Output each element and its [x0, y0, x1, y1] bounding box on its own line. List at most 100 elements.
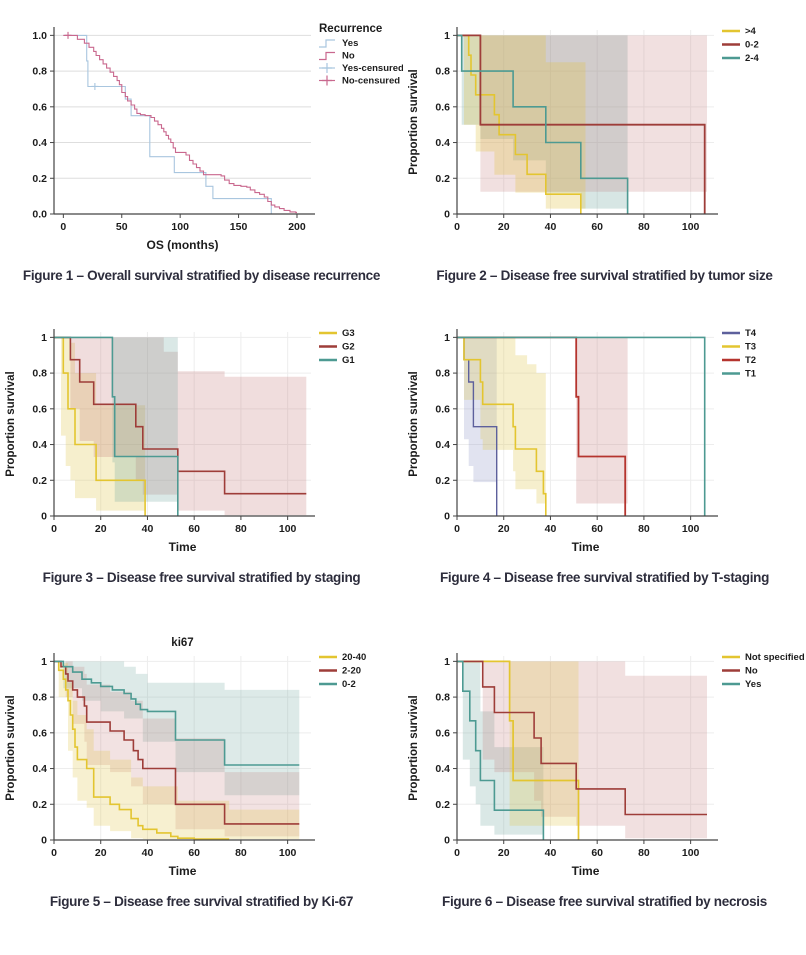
svg-text:100: 100: [279, 523, 297, 535]
legend-item: Yes: [319, 38, 358, 49]
svg-text:60: 60: [591, 847, 603, 859]
svg-text:1: 1: [41, 332, 47, 344]
svg-text:Recurrence: Recurrence: [319, 23, 382, 35]
svg-text:20: 20: [498, 221, 510, 233]
svg-text:50: 50: [116, 221, 128, 233]
km-curve-not-specified: [457, 660, 580, 840]
svg-text:1: 1: [444, 332, 450, 344]
svg-text:Time: Time: [169, 540, 197, 554]
km-curve-20-40: [54, 660, 230, 840]
legend-item: G1: [319, 355, 355, 366]
gridlines: [457, 656, 714, 841]
legend-item: T3: [722, 342, 756, 353]
svg-text:0: 0: [454, 847, 460, 859]
svg-text:0.2: 0.2: [32, 173, 47, 185]
legend-item: 0-2: [722, 40, 759, 51]
svg-text:Not specified: Not specified: [745, 652, 805, 663]
svg-text:0: 0: [454, 523, 460, 535]
x-axis-label: Time: [169, 864, 197, 878]
km-curve--4: [457, 34, 582, 214]
svg-text:40: 40: [142, 847, 154, 859]
figure-1: 0 50 100 150 200 0.0 0.2 0.4 0.6 0.8 1.0 OS (months…: [0, 0, 403, 302]
legend-item: Yes-censured: [319, 63, 403, 74]
svg-text:ki67: ki67: [171, 637, 193, 649]
svg-text:1.0: 1.0: [32, 30, 47, 42]
svg-text:Time: Time: [572, 864, 600, 878]
svg-text:200: 200: [288, 221, 306, 233]
km-curve-no: [63, 34, 297, 214]
svg-text:T3: T3: [745, 342, 756, 353]
svg-text:20: 20: [95, 847, 107, 859]
svg-text:0.6: 0.6: [32, 727, 47, 739]
censor-mark: [64, 31, 72, 39]
figure-3: 0 20 40 60 80 100 0 0.2 0.4 0.6 0.8 1 Time Proportion…: [0, 302, 403, 626]
svg-text:0: 0: [444, 835, 450, 847]
km-curve-yes: [63, 34, 272, 214]
svg-text:0.8: 0.8: [435, 66, 450, 78]
plot-area: 0 20 40 60 80 100 0 0.2 0.4 0.6 0.8 1 Proportion sur…: [408, 26, 759, 233]
svg-text:0: 0: [51, 523, 57, 535]
svg-text:0.6: 0.6: [435, 101, 450, 113]
svg-text:T4: T4: [745, 328, 757, 339]
svg-text:Proportion survival: Proportion survival: [408, 69, 420, 174]
svg-text:0: 0: [444, 209, 450, 221]
svg-text:T1: T1: [745, 369, 757, 380]
legend-item: No: [319, 51, 355, 62]
axes: 0 50 100 150 200 0.0 0.2 0.4 0.6 0.8 1.0: [32, 27, 315, 233]
svg-text:80: 80: [638, 523, 650, 535]
svg-text:G1: G1: [342, 355, 355, 366]
figure-5: 0 20 40 60 80 100 0 0.2 0.4 0.6 0.8 1 Time Proportion…: [0, 626, 403, 955]
figure-1-caption: Figure 1 – Overall survival stratified b…: [22, 268, 381, 283]
svg-text:0: 0: [41, 511, 47, 523]
plot-area: 0 50 100 150 200 0.0 0.2 0.4 0.6 0.8 1.0 OS (months…: [32, 23, 403, 252]
svg-text:20: 20: [498, 847, 510, 859]
x-axis-label: OS (months): [147, 238, 219, 252]
svg-text:Time: Time: [572, 540, 600, 554]
plot-area: 0 20 40 60 80 100 0 0.2 0.4 0.6 0.8 1 Time Proportion…: [5, 328, 355, 554]
svg-text:150: 150: [230, 221, 248, 233]
svg-text:0.4: 0.4: [435, 763, 450, 775]
km-chart-necrosis: 0 20 40 60 80 100 0 0.2 0.4 0.6 0.8 1 Time Proportion…: [408, 652, 805, 878]
svg-text:0-2: 0-2: [745, 40, 759, 51]
svg-text:2-20: 2-20: [342, 666, 361, 677]
svg-text:100: 100: [682, 523, 700, 535]
svg-text:0.6: 0.6: [435, 403, 450, 415]
legend: G3 G2 G1: [319, 328, 355, 366]
censor-mark: [91, 82, 99, 90]
svg-text:0.4: 0.4: [435, 439, 450, 451]
plot-area: 0 20 40 60 80 100 0 0.2 0.4 0.6 0.8 1 Time Proportion…: [5, 637, 366, 878]
figure-2-caption: Figure 2 – Disease free survival stratif…: [436, 268, 773, 283]
legend: >4 0-2 2-4: [722, 26, 759, 64]
svg-text:0.4: 0.4: [32, 439, 47, 451]
svg-text:80: 80: [235, 847, 247, 859]
km-curve-yes: [457, 660, 545, 840]
legend-item: G3: [319, 328, 355, 339]
figure-4-caption: Figure 4 – Disease free survival stratif…: [439, 570, 770, 585]
km-chart-tumor-size: 0 20 40 60 80 100 0 0.2 0.4 0.6 0.8 1 Proportion sur…: [408, 26, 759, 233]
svg-text:G2: G2: [342, 342, 355, 353]
svg-text:Proportion survival: Proportion survival: [5, 371, 17, 476]
axes: 0 20 40 60 80 100 0 0.2 0.4 0.6 0.8 1: [435, 653, 718, 859]
confidence-bands: [54, 661, 300, 840]
svg-text:OS (months): OS (months): [147, 238, 219, 252]
confidence-bands: [464, 337, 628, 508]
svg-text:Yes-censured: Yes-censured: [342, 63, 403, 74]
legend-item: T1: [722, 369, 757, 380]
km-chart-ki67: 0 20 40 60 80 100 0 0.2 0.4 0.6 0.8 1 Time Proportion…: [5, 637, 366, 878]
svg-text:Time: Time: [169, 864, 197, 878]
y-axis-label: Proportion survival: [5, 371, 17, 476]
legend-item: No-censured: [319, 75, 400, 87]
svg-text:40: 40: [545, 847, 557, 859]
legend-item: T4: [722, 328, 757, 339]
svg-text:0.4: 0.4: [435, 137, 450, 149]
svg-text:0.2: 0.2: [32, 475, 47, 487]
svg-text:G3: G3: [342, 328, 355, 339]
svg-text:60: 60: [591, 523, 603, 535]
legend-item: 2-20: [319, 666, 361, 677]
figure-6: 0 20 40 60 80 100 0 0.2 0.4 0.6 0.8 1 Time Proportion…: [403, 626, 806, 955]
legend-item: 0-2: [319, 679, 356, 690]
figure-3-caption: Figure 3 – Disease free survival stratif…: [42, 570, 361, 585]
svg-text:60: 60: [188, 523, 200, 535]
confidence-bands: [462, 661, 707, 839]
svg-text:0: 0: [444, 511, 450, 523]
